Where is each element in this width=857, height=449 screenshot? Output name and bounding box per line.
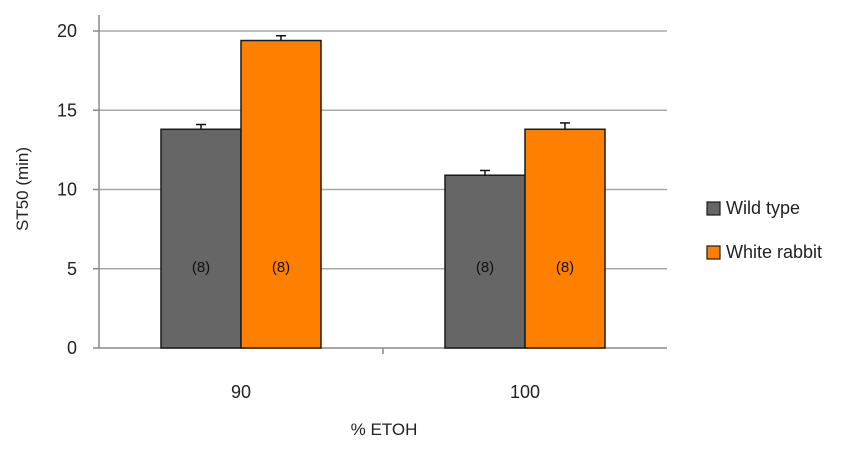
y-axis-title: ST50 (min) <box>13 147 32 231</box>
bar-data-label: (8) <box>192 259 210 276</box>
legend-swatch <box>706 201 721 216</box>
y-tick-label: 15 <box>57 100 77 120</box>
y-tick-label: 5 <box>67 259 77 279</box>
legend-label: White rabbit <box>726 242 822 262</box>
y-tick-label: 20 <box>57 21 77 41</box>
y-tick-label: 0 <box>67 338 77 358</box>
x-axis-title: % ETOH <box>351 420 418 439</box>
legend: Wild type White rabbit <box>706 198 822 262</box>
x-tick-label: 90 <box>231 382 251 402</box>
bar-data-label: (8) <box>556 259 574 276</box>
bar <box>524 128 606 349</box>
bar-data-label: (8) <box>272 259 290 276</box>
bar-data-label: (8) <box>476 259 494 276</box>
legend-swatch <box>706 245 721 260</box>
labels: (8) (8) (8) (8) <box>192 259 574 276</box>
bar <box>240 39 322 349</box>
y-tick-label: 10 <box>57 180 77 200</box>
legend-label: Wild type <box>726 198 800 218</box>
bar <box>160 128 242 349</box>
bars <box>160 35 606 349</box>
x-tick-label: 100 <box>510 382 540 402</box>
